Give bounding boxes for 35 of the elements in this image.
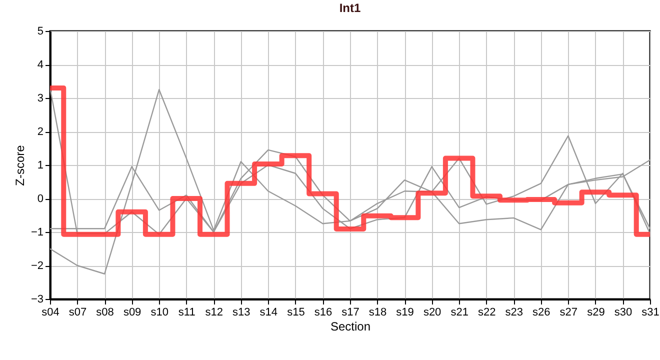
x-tick-label: s09	[123, 306, 142, 318]
x-tick-label: s31	[642, 306, 660, 318]
x-tick-label: s22	[478, 306, 496, 318]
x-tick-label: s12	[205, 306, 224, 318]
x-tick-label: s26	[532, 306, 550, 318]
x-tick-label: s30	[614, 306, 632, 318]
x-tick-label: s04	[42, 306, 60, 318]
y-tick-label: 3	[37, 92, 44, 104]
x-tick-label: s13	[232, 306, 250, 318]
y-tick-label: −3	[30, 294, 44, 306]
x-tick-label: s19	[396, 306, 414, 318]
x-tick-label: s15	[287, 306, 305, 318]
x-tick-label: s18	[368, 306, 387, 318]
x-tick-label: s21	[450, 306, 468, 318]
y-tick-label: −2	[30, 260, 44, 272]
x-tick-label: s29	[587, 306, 605, 318]
x-tick-label: s08	[96, 306, 114, 318]
x-tick-label: s20	[423, 306, 442, 318]
chart-title: Int1	[339, 1, 361, 15]
x-tick-label: s17	[342, 306, 360, 318]
y-tick-label: 1	[37, 160, 44, 172]
x-tick-label: s27	[560, 306, 578, 318]
y-tick-label: 0	[37, 193, 44, 205]
y-tick-label: 4	[37, 59, 44, 71]
x-tick-label: s23	[505, 306, 524, 318]
y-tick-label: −1	[30, 226, 44, 238]
x-tick-label: s11	[178, 306, 196, 318]
x-tick-label: s10	[150, 306, 168, 318]
y-axis-title: Z-score	[12, 144, 27, 186]
x-tick-label: s14	[260, 306, 278, 318]
x-tick-label: s07	[68, 306, 87, 318]
y-tick-label: 5	[37, 26, 44, 38]
x-axis-title: Section	[330, 320, 371, 334]
y-tick-label: 2	[37, 126, 44, 138]
x-tick-label: s16	[314, 306, 332, 318]
